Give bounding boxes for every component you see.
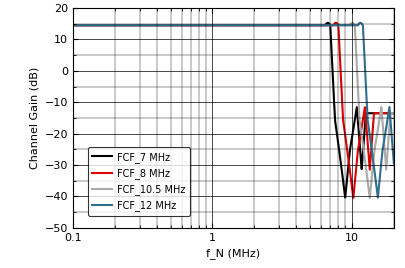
FCF_7 MHz bbox=[350, 129, 355, 132]
FCF_10.5 MHz bbox=[70, 24, 75, 27]
FCF_12 MHz bbox=[375, 196, 379, 199]
FCF_10.5 MHz bbox=[350, 21, 355, 25]
FCF_8 MHz bbox=[126, 24, 131, 27]
FCF_8 MHz bbox=[350, 195, 355, 198]
FCF_12 MHz bbox=[193, 24, 198, 27]
FCF_7 MHz bbox=[384, 111, 389, 115]
FCF_10.5 MHz bbox=[390, 111, 395, 115]
FCF_7 MHz bbox=[324, 21, 329, 24]
FCF_12 MHz bbox=[70, 24, 75, 27]
FCF_10.5 MHz bbox=[207, 24, 212, 27]
FCF_8 MHz bbox=[390, 111, 395, 115]
FCF_8 MHz bbox=[70, 24, 75, 27]
FCF_7 MHz bbox=[342, 196, 347, 199]
Legend: FCF_7 MHz, FCF_8 MHz, FCF_10.5 MHz, FCF_12 MHz: FCF_7 MHz, FCF_8 MHz, FCF_10.5 MHz, FCF_… bbox=[87, 147, 190, 216]
FCF_7 MHz bbox=[107, 24, 112, 27]
FCF_7 MHz bbox=[70, 24, 75, 27]
FCF_8 MHz bbox=[384, 111, 389, 115]
Y-axis label: Channel Gain (dB): Channel Gain (dB) bbox=[29, 67, 39, 169]
FCF_12 MHz bbox=[350, 24, 354, 27]
FCF_8 MHz bbox=[350, 196, 355, 199]
FCF_10.5 MHz bbox=[384, 148, 389, 151]
FCF_8 MHz bbox=[207, 24, 212, 27]
FCF_8 MHz bbox=[333, 21, 337, 24]
FCF_10.5 MHz bbox=[349, 21, 354, 24]
FCF_12 MHz bbox=[384, 116, 389, 120]
FCF_7 MHz bbox=[207, 24, 212, 27]
Line: FCF_7 MHz: FCF_7 MHz bbox=[73, 23, 393, 198]
FCF_12 MHz bbox=[107, 24, 112, 27]
Line: FCF_10.5 MHz: FCF_10.5 MHz bbox=[73, 23, 393, 198]
Line: FCF_12 MHz: FCF_12 MHz bbox=[73, 23, 393, 198]
FCF_12 MHz bbox=[207, 24, 212, 27]
FCF_7 MHz bbox=[390, 111, 395, 115]
FCF_8 MHz bbox=[107, 24, 112, 27]
FCF_12 MHz bbox=[357, 21, 362, 24]
FCF_8 MHz bbox=[193, 24, 198, 27]
FCF_7 MHz bbox=[193, 24, 198, 27]
FCF_10.5 MHz bbox=[193, 24, 198, 27]
FCF_10.5 MHz bbox=[107, 24, 112, 27]
FCF_10.5 MHz bbox=[367, 196, 371, 200]
FCF_10.5 MHz bbox=[126, 24, 131, 27]
FCF_12 MHz bbox=[390, 162, 395, 165]
FCF_7 MHz bbox=[126, 24, 131, 27]
FCF_12 MHz bbox=[126, 24, 131, 27]
X-axis label: f_N (MHz): f_N (MHz) bbox=[206, 248, 260, 259]
Line: FCF_8 MHz: FCF_8 MHz bbox=[73, 23, 393, 198]
